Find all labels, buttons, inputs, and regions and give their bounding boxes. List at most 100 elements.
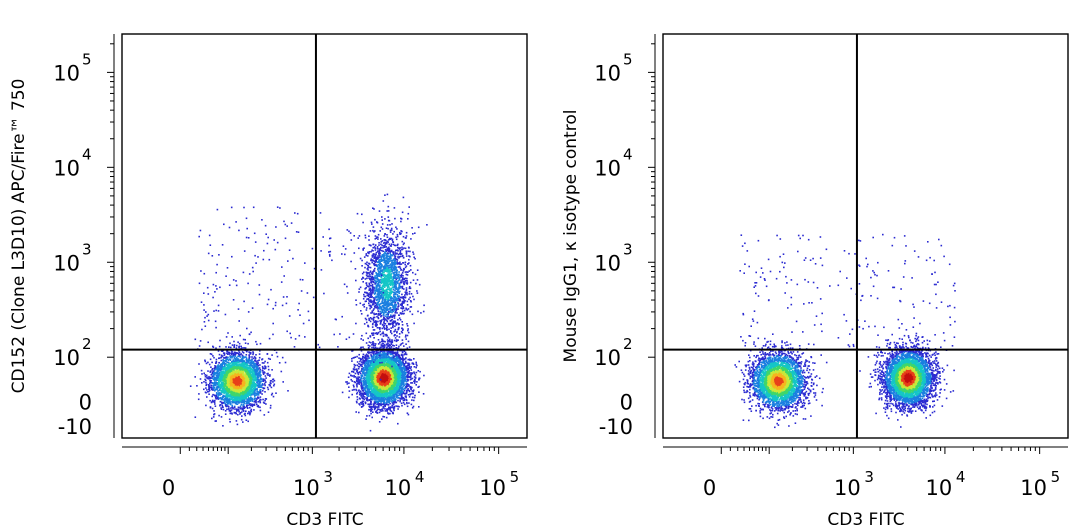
event-point	[356, 398, 359, 401]
event-point	[249, 412, 252, 414]
event-point	[244, 365, 247, 368]
event-point	[264, 384, 266, 387]
event-point	[236, 387, 238, 390]
event-point	[200, 369, 203, 372]
event-point	[220, 354, 223, 357]
event-point	[244, 369, 247, 372]
event-point	[229, 377, 232, 379]
event-point	[225, 392, 228, 394]
event-point	[247, 420, 249, 423]
event-point	[229, 355, 231, 358]
event-point	[233, 351, 236, 354]
event-point	[210, 366, 212, 368]
event-point	[220, 378, 223, 381]
event-point	[211, 382, 214, 384]
event-point	[399, 399, 401, 401]
event-point	[249, 413, 251, 416]
event-point	[259, 368, 261, 371]
event-point	[230, 370, 233, 372]
event-point	[234, 384, 237, 386]
event-point	[257, 401, 259, 403]
event-point	[237, 406, 240, 409]
event-point	[221, 350, 224, 352]
event-point	[214, 365, 216, 367]
event-point	[210, 380, 212, 382]
event-point	[238, 351, 241, 354]
event-point	[249, 360, 252, 362]
event-point	[229, 384, 232, 387]
event-point	[237, 389, 240, 392]
event-point	[249, 393, 251, 396]
event-point	[270, 394, 273, 396]
event-point	[252, 385, 255, 388]
event-point	[238, 359, 241, 362]
event-point	[253, 367, 255, 370]
event-point	[213, 394, 216, 396]
event-point	[228, 377, 230, 380]
event-point	[269, 358, 271, 360]
event-point	[225, 346, 227, 348]
event-point	[243, 362, 245, 365]
event-point	[259, 409, 262, 412]
event-point	[232, 378, 235, 380]
event-point	[242, 408, 244, 411]
event-point	[208, 375, 210, 378]
event-point	[228, 369, 231, 372]
event-point	[257, 365, 260, 367]
event-point	[351, 389, 354, 391]
event-point	[226, 384, 228, 386]
event-point	[228, 418, 231, 421]
event-point	[245, 410, 247, 412]
event-point	[203, 372, 205, 375]
event-point	[220, 387, 222, 389]
event-point	[226, 368, 229, 371]
event-point	[203, 381, 205, 383]
event-point	[246, 373, 248, 375]
event-point	[212, 384, 215, 387]
event-point	[393, 407, 396, 409]
event-point	[237, 381, 239, 384]
event-point	[233, 354, 235, 356]
event-point	[259, 386, 261, 388]
event-point	[225, 405, 227, 407]
event-point	[362, 366, 365, 369]
event-point	[233, 364, 236, 366]
event-point	[239, 353, 242, 356]
event-point	[249, 406, 251, 409]
event-point	[244, 398, 246, 400]
event-point	[236, 423, 239, 426]
event-point	[223, 367, 225, 370]
event-point	[255, 380, 257, 382]
event-point	[261, 390, 264, 392]
event-point	[242, 421, 244, 423]
event-point	[211, 371, 214, 374]
event-point	[281, 356, 284, 359]
event-point	[241, 415, 243, 417]
event-point	[241, 362, 244, 365]
event-point	[248, 375, 251, 378]
event-point	[222, 408, 225, 411]
event-point	[250, 408, 253, 411]
event-point	[204, 374, 206, 376]
event-point	[243, 347, 245, 349]
event-point	[257, 396, 259, 398]
event-point	[211, 361, 213, 364]
event-point	[227, 351, 230, 354]
event-point	[243, 367, 245, 369]
event-point	[226, 402, 229, 405]
event-point	[251, 356, 253, 358]
event-point	[257, 368, 259, 370]
event-point	[243, 399, 246, 401]
event-point	[234, 408, 236, 410]
event-point	[251, 405, 254, 408]
event-point	[211, 375, 214, 378]
event-point	[233, 388, 235, 391]
event-point	[262, 380, 265, 382]
event-point	[244, 391, 246, 394]
event-point	[207, 361, 209, 364]
event-point	[266, 386, 269, 389]
event-point	[214, 369, 216, 371]
event-point	[249, 391, 252, 393]
event-point	[233, 370, 235, 372]
event-point	[280, 370, 283, 373]
